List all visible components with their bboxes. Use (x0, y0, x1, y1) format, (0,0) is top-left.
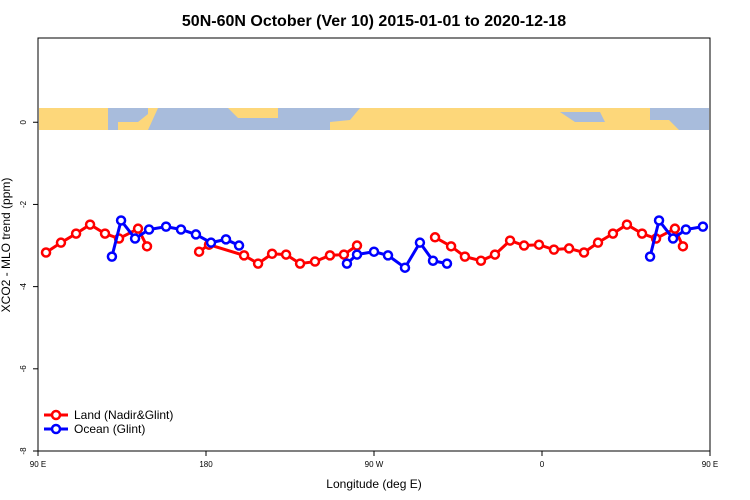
point (341, 258, 353, 269)
point (266, 248, 278, 259)
point (592, 237, 604, 248)
point (280, 249, 292, 260)
point (667, 233, 679, 244)
point (518, 240, 530, 251)
point (252, 258, 264, 269)
point (504, 235, 516, 246)
series-line (110, 217, 704, 270)
legend-marker (50, 423, 62, 435)
x-tick-label: 0 (540, 460, 545, 469)
point (132, 223, 144, 234)
point (233, 240, 245, 251)
point (429, 232, 441, 243)
point (115, 215, 127, 226)
point (653, 215, 665, 226)
point (427, 255, 439, 266)
point (669, 223, 681, 234)
map-strip (39, 108, 709, 130)
x-tick-label: 90 W (365, 460, 384, 469)
point (175, 224, 187, 235)
legend-marker (50, 409, 62, 421)
point (205, 237, 217, 248)
point (382, 250, 394, 261)
point (193, 246, 205, 257)
y-axis-label: XCO2 - MLO trend (ppm) (0, 178, 13, 313)
y-tick-label: 0 (19, 119, 28, 124)
point (489, 249, 501, 260)
point (548, 244, 560, 255)
point (220, 234, 232, 245)
legend-label: Ocean (Glint) (74, 422, 145, 436)
y-tick-label: -6 (19, 365, 28, 373)
x-tick-label: 90 E (702, 460, 718, 469)
legend-label: Land (Nadir&Glint) (74, 408, 173, 422)
point (99, 228, 111, 239)
point (563, 243, 575, 254)
x-tick-label: 90 E (30, 460, 46, 469)
chart-title: 50N-60N October (Ver 10) 2015-01-01 to 2… (182, 13, 566, 30)
point (399, 262, 411, 273)
point (459, 251, 471, 262)
point (55, 237, 67, 248)
point (475, 255, 487, 266)
point (368, 246, 380, 257)
point (441, 258, 453, 269)
point (677, 241, 689, 252)
point (680, 224, 692, 235)
point (190, 229, 202, 240)
point (141, 241, 153, 252)
y-tick-label: -8 (19, 447, 28, 455)
point (70, 228, 82, 239)
x-tick-label: 180 (199, 460, 213, 469)
point (533, 239, 545, 250)
point (106, 251, 118, 262)
point (351, 240, 363, 251)
point (338, 249, 350, 260)
point (445, 241, 457, 252)
point (238, 250, 250, 261)
point (40, 247, 52, 258)
point (160, 221, 172, 232)
point (636, 228, 648, 239)
point (84, 219, 96, 230)
plot-frame (37, 37, 711, 452)
point (294, 258, 306, 269)
point (129, 233, 141, 244)
x-axis-label: Longitude (deg E) (326, 477, 421, 491)
y-tick-label: -2 (19, 200, 28, 208)
point (621, 219, 633, 230)
point (644, 251, 656, 262)
point (351, 249, 363, 260)
point (697, 221, 709, 232)
point (324, 250, 336, 261)
point (309, 256, 321, 267)
point (414, 237, 426, 248)
point (578, 247, 590, 258)
point (143, 224, 155, 235)
y-tick-label: -4 (19, 283, 28, 291)
point (607, 228, 619, 239)
